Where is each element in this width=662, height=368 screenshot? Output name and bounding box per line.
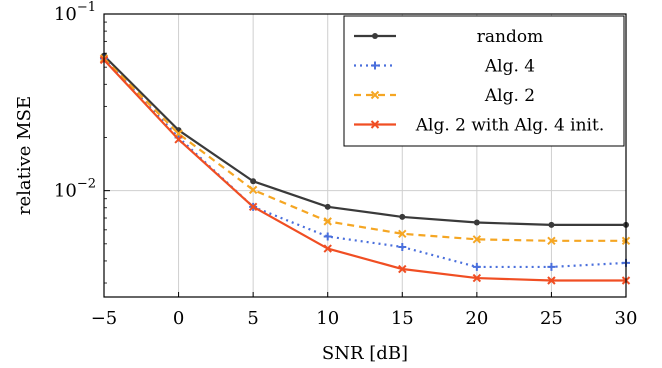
data-point [398, 242, 407, 251]
data-point [548, 221, 555, 228]
data-point [547, 276, 556, 285]
data-point [472, 262, 481, 271]
y-ticks: 10−1 10−2 [54, 0, 110, 284]
data-point [399, 213, 406, 220]
x-tick-label: 0 [173, 308, 184, 329]
legend: random Alg. 4 Alg. 2 Alg. 2 with Alg. 4 ini… [343, 15, 625, 147]
series-line [103, 55, 626, 226]
x-tick-label: 10 [316, 308, 339, 329]
y-axis-label: relative MSE [14, 96, 35, 215]
x-tick-label: 15 [391, 308, 414, 329]
y-tick-label: 10−1 [54, 0, 96, 25]
x-tick-label: 5 [247, 308, 258, 329]
data-point [472, 235, 482, 244]
data-point [398, 229, 407, 238]
y-tick-label: 10−2 [54, 177, 96, 202]
data-point [323, 244, 332, 253]
legend-label: Alg. 4 [484, 57, 535, 77]
legend-label: random [477, 27, 543, 47]
legend-marker [372, 33, 378, 39]
data-point [250, 178, 257, 185]
data-point [547, 262, 556, 271]
series-line [103, 59, 626, 282]
x-tick-label: −5 [91, 308, 118, 329]
data-point [174, 135, 183, 144]
data-point [323, 217, 332, 226]
legend-label: Alg. 2 [484, 86, 535, 106]
x-tick-label: 30 [615, 308, 638, 329]
series-line [103, 57, 627, 269]
data-point [323, 232, 332, 241]
legend-marker [370, 90, 380, 100]
x-axis-label: SNR [dB] [322, 343, 408, 364]
data-point [248, 202, 258, 212]
legend-marker [370, 120, 380, 129]
x-tick-label: 20 [465, 308, 488, 329]
series-line [103, 57, 626, 242]
data-point [547, 236, 556, 246]
x-ticks: −5 0 5 10 15 20 25 30 [91, 292, 638, 329]
data-point [324, 203, 331, 210]
data-point [248, 185, 258, 195]
x-tick-label: 25 [540, 308, 563, 329]
legend-marker [371, 61, 379, 70]
data-point [398, 264, 407, 274]
legend-label: Alg. 2 with Alg. 4 init. [415, 116, 604, 136]
data-point [473, 219, 480, 226]
plot-frame [103, 13, 627, 298]
data-point [472, 273, 482, 283]
